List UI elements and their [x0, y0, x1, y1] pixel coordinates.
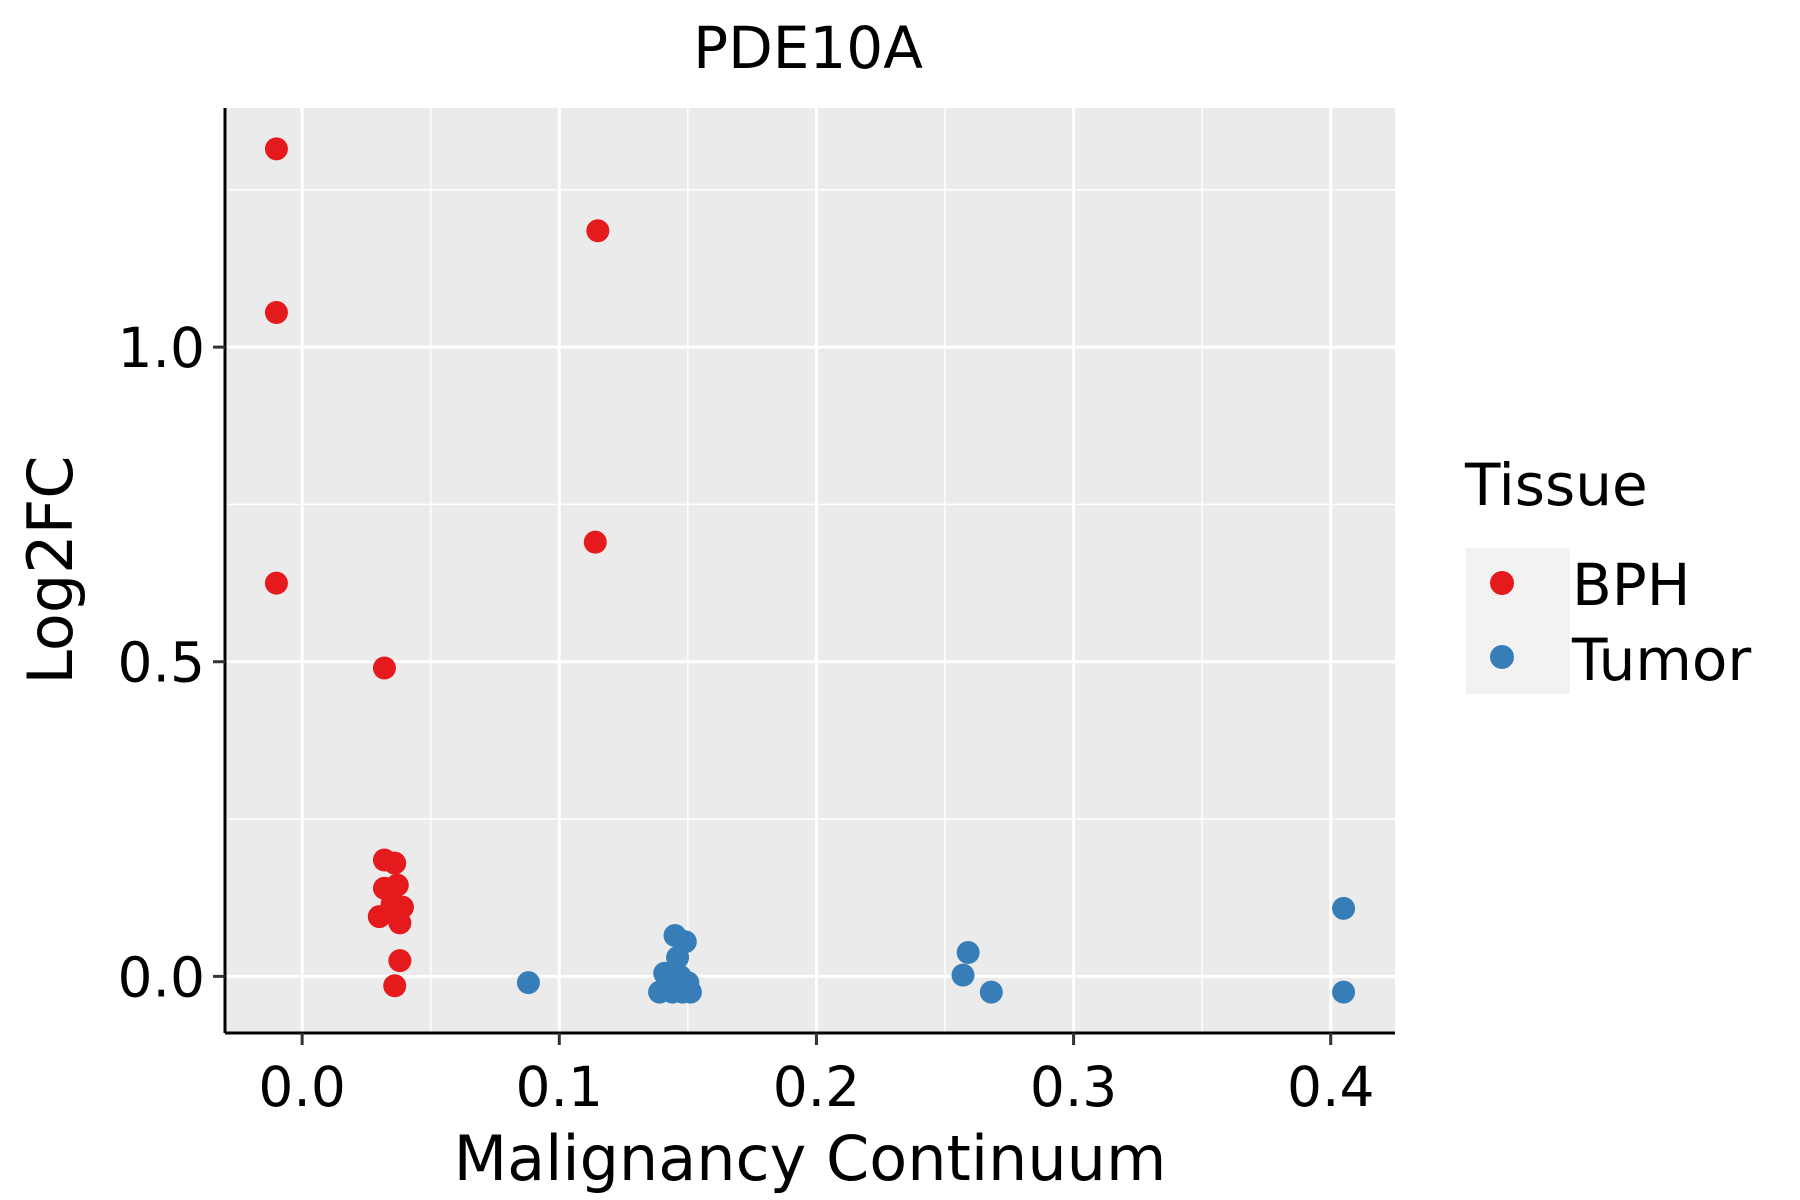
y-axis-ticks: 0.0 0.5 1.0: [118, 316, 225, 1009]
point-bph: [583, 530, 607, 554]
point-bph: [372, 656, 396, 680]
point-tumor: [1332, 980, 1356, 1004]
point-bph: [264, 137, 288, 161]
x-tick-label: 0.3: [1030, 1055, 1117, 1119]
legend-key-bph: [1490, 571, 1514, 595]
point-bph: [383, 974, 407, 998]
legend-title: Tissue: [1464, 451, 1648, 519]
x-tick-label: 0.1: [516, 1055, 603, 1119]
point-bph: [388, 949, 412, 973]
chart-title: PDE10A: [693, 14, 923, 82]
data-points: [264, 137, 1356, 1004]
point-bph: [264, 571, 288, 595]
y-tick-label: 0.0: [118, 945, 205, 1009]
x-axis-title: Malignancy Continuum: [454, 1122, 1167, 1195]
y-tick-label: 0.5: [118, 631, 205, 695]
x-axis-ticks: 0.0 0.1 0.2 0.3 0.4: [258, 1033, 1374, 1119]
point-bph: [586, 219, 610, 243]
point-tumor: [666, 945, 690, 969]
point-bph: [383, 851, 407, 875]
point-tumor: [956, 940, 980, 964]
point-bph: [264, 301, 288, 325]
point-tumor: [979, 980, 1003, 1004]
minor-gridlines: [225, 108, 1395, 1033]
legend-key-background: [1466, 548, 1570, 694]
plot-panel: [225, 108, 1395, 1033]
point-tumor: [1332, 896, 1356, 920]
x-tick-label: 0.0: [258, 1055, 345, 1119]
legend: Tissue BPH Tumor: [1464, 451, 1751, 694]
x-tick-label: 0.2: [773, 1055, 860, 1119]
point-tumor: [516, 971, 540, 995]
legend-label-tumor: Tumor: [1571, 626, 1751, 694]
point-tumor: [951, 963, 975, 987]
point-bph: [388, 911, 412, 935]
major-gridlines: [225, 108, 1395, 1033]
y-axis-title: Log2FC: [14, 455, 87, 684]
legend-label-bph: BPH: [1572, 551, 1690, 619]
point-bph: [385, 873, 409, 897]
x-tick-label: 0.4: [1287, 1055, 1374, 1119]
point-bph: [367, 905, 391, 929]
point-tumor: [678, 980, 702, 1004]
legend-key-tumor: [1490, 645, 1514, 669]
y-tick-label: 1.0: [118, 316, 205, 380]
